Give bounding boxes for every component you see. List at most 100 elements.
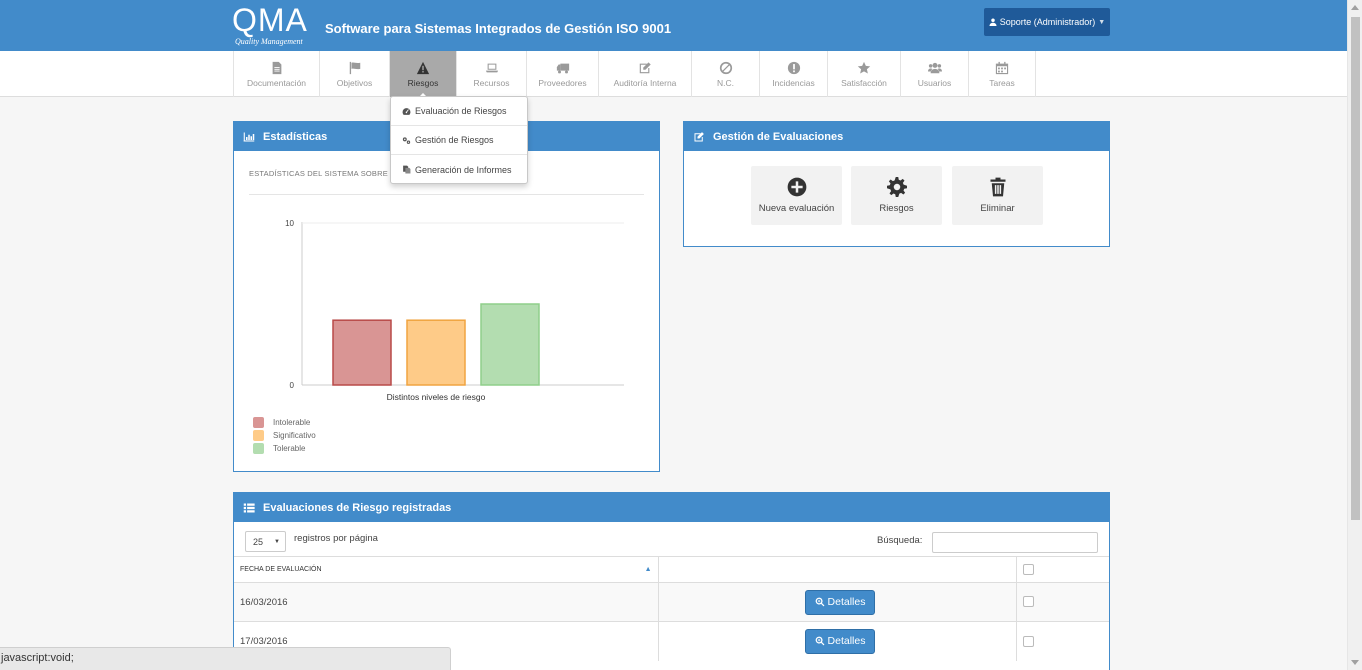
edit-icon	[639, 61, 651, 73]
nav-label: Objetivos	[336, 77, 373, 88]
new-evaluation-button[interactable]: Nueva evaluación	[751, 166, 842, 225]
tile-label: Riesgos	[879, 203, 914, 214]
edit-icon	[694, 131, 704, 141]
details-button[interactable]: Detalles	[804, 589, 876, 615]
column-header-fecha[interactable]: FECHA DE EVALUACIÓN ▲	[234, 556, 659, 583]
bar-intolerable	[332, 319, 392, 386]
bar-tolerable	[480, 303, 540, 386]
ytick-label: 0	[290, 381, 295, 390]
risk-bar-chart: 10 0 Distintos niveles de riesgo	[285, 219, 624, 402]
nav-item-nc[interactable]: N.C.	[691, 51, 759, 97]
select-cell	[1016, 582, 1109, 622]
column-header-label: FECHA DE EVALUACIÓN	[240, 566, 322, 573]
evaluations-panel: Evaluaciones de Riesgo registradas 25 ▼ …	[233, 492, 1110, 670]
legend-item: Tolerable	[253, 442, 316, 455]
evaluations-table: FECHA DE EVALUACIÓN ▲ 16/03/2016 Detalle…	[234, 556, 1109, 661]
delete-button[interactable]: Eliminar	[952, 166, 1043, 225]
table-toolbar: 25 ▼ registros por página Búsqueda:	[234, 522, 1109, 557]
bar-significativo	[406, 319, 466, 386]
column-header-select	[1016, 556, 1109, 583]
logo-tagline: Quality Management	[235, 37, 303, 46]
menu-item-generacion-informes[interactable]: Generación de Informes	[391, 155, 527, 184]
cogs-icon	[402, 136, 411, 144]
main-nav: Documentación Objetivos Riesgos Recursos…	[0, 51, 1347, 98]
tile-label: Eliminar	[980, 203, 1015, 214]
legend-label: Tolerable	[273, 444, 306, 453]
divider	[249, 194, 644, 195]
x-axis-label: Distintos niveles de riesgo	[387, 392, 486, 402]
nav-label: Tareas	[989, 77, 1015, 88]
select-cell	[1016, 621, 1109, 661]
nav-label: Proveedores	[538, 77, 587, 88]
actions-cell: Detalles	[658, 621, 1017, 661]
calendar-icon	[995, 61, 1009, 74]
browser-status-bar: javascript:void;	[0, 647, 451, 670]
nav-item-riesgos[interactable]: Riesgos	[389, 51, 456, 98]
nav-label: Usuarios	[917, 77, 952, 88]
page-size-select[interactable]: 25 ▼	[245, 531, 286, 552]
gestion-panel-header: Gestión de Evaluaciones	[684, 122, 1109, 151]
nav-item-auditoria[interactable]: Auditoría Interna	[598, 51, 691, 97]
scroll-up-arrow-icon[interactable]	[1351, 5, 1359, 10]
users-icon	[927, 62, 942, 73]
legend-item: Significativo	[253, 429, 316, 442]
page-scrollbar[interactable]	[1347, 0, 1362, 670]
star-icon	[857, 61, 871, 74]
select-all-checkbox[interactable]	[1022, 564, 1034, 575]
app-title: Software para Sistemas Integrados de Ges…	[325, 21, 672, 36]
nav-item-recursos[interactable]: Recursos	[456, 51, 526, 97]
trash-icon	[990, 177, 1005, 197]
gestion-panel: Gestión de Evaluaciones Nueva evaluación…	[683, 121, 1110, 247]
table-row: 16/03/2016 Detalles	[234, 582, 1109, 622]
warning-icon	[416, 61, 430, 74]
details-button[interactable]: Detalles	[804, 628, 876, 654]
nav-item-usuarios[interactable]: Usuarios	[900, 51, 968, 97]
legend-swatch	[253, 443, 264, 454]
menu-item-evaluacion-riesgos[interactable]: Evaluación de Riesgos	[391, 97, 527, 126]
nav-label: N.C.	[717, 77, 734, 88]
row-checkbox[interactable]	[1022, 635, 1034, 647]
riesgos-button[interactable]: Riesgos	[851, 166, 942, 225]
nav-item-incidencias[interactable]: Incidencias	[759, 51, 827, 97]
nav-label: Incidencias	[772, 77, 815, 88]
nav-item-documentacion[interactable]: Documentación	[233, 51, 319, 97]
search-label: Búsqueda:	[877, 535, 923, 546]
row-checkbox[interactable]	[1022, 596, 1034, 608]
legend-label: Significativo	[273, 431, 316, 440]
column-header-actions	[658, 556, 1017, 583]
legend-swatch	[253, 417, 264, 428]
nav-label: Riesgos	[407, 77, 439, 88]
menu-item-gestion-riesgos[interactable]: Gestión de Riesgos	[391, 126, 527, 155]
legend-swatch	[253, 430, 264, 441]
bar-chart-icon	[243, 132, 255, 141]
laptop-icon	[485, 63, 498, 72]
logo[interactable]: QMA Quality Management	[232, 4, 318, 46]
plus-circle-icon	[787, 177, 806, 197]
files-icon	[403, 165, 411, 174]
logo-text: QMA	[232, 2, 308, 38]
ban-icon	[719, 61, 732, 74]
table-header-row: FECHA DE EVALUACIÓN ▲	[234, 556, 1109, 583]
chevron-down-icon: ▼	[274, 538, 280, 545]
ytick-label: 10	[285, 219, 294, 228]
user-menu-button[interactable]: Soporte (Administrador) ▼	[984, 8, 1110, 36]
evaluations-title: Evaluaciones de Riesgo registradas	[263, 501, 452, 514]
nav-label: Auditoría Interna	[613, 77, 677, 88]
legend-item: Intolerable	[253, 416, 316, 429]
nav-item-proveedores[interactable]: Proveedores	[526, 51, 598, 97]
details-label: Detalles	[827, 596, 866, 608]
menu-item-label: Gestión de Riesgos	[415, 135, 494, 145]
nav-item-objetivos[interactable]: Objetivos	[319, 51, 389, 97]
list-icon	[243, 503, 255, 512]
riesgos-dropdown-menu: Evaluación de Riesgos Gestión de Riesgos…	[390, 96, 528, 184]
menu-item-label: Evaluación de Riesgos	[415, 106, 507, 116]
nav-label: Satisfacción	[841, 77, 887, 88]
table-row: 17/03/2016 Detalles	[234, 621, 1109, 661]
tile-label: Nueva evaluación	[758, 203, 835, 214]
nav-item-satisfaccion[interactable]: Satisfacción	[827, 51, 900, 97]
scroll-down-arrow-icon[interactable]	[1351, 660, 1359, 665]
nav-item-tareas[interactable]: Tareas	[968, 51, 1036, 97]
scrollbar-thumb[interactable]	[1351, 17, 1360, 520]
search-input[interactable]	[932, 532, 1098, 553]
chart-legend: Intolerable Significativo Tolerable	[253, 416, 316, 455]
